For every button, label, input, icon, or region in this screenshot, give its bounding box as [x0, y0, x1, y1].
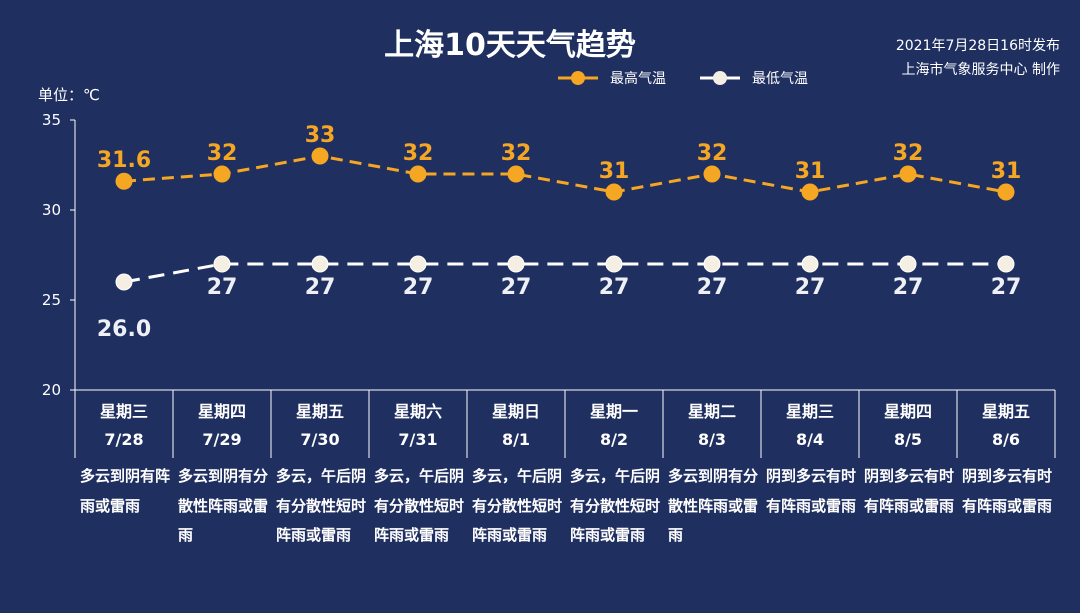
- data-point-high: [311, 147, 329, 165]
- day-label: 星期五 8/6: [957, 398, 1055, 454]
- date-label: 7/29: [202, 430, 242, 449]
- data-point-high: [213, 165, 231, 183]
- day-label: 星期三 7/28: [75, 398, 173, 454]
- date-label: 8/2: [599, 430, 629, 449]
- data-point-low: [213, 255, 231, 273]
- weekday-label: 星期日: [491, 402, 540, 421]
- legend-label-low: 最低气温: [752, 71, 808, 87]
- weather-description: 多云，午后阴有分散性短时阵雨或雷雨: [472, 467, 563, 544]
- day-label: 星期三 8/4: [761, 398, 859, 454]
- data-point-low: [801, 255, 819, 273]
- series-line-high: [123, 154, 1007, 194]
- data-label-high: 31: [795, 159, 826, 184]
- weekday-label: 星期五: [981, 402, 1030, 421]
- day-label: 星期五 7/30: [271, 398, 369, 454]
- weather-description: 多云到阴有分散性阵雨或雷雨: [668, 467, 759, 544]
- issuer: 上海市气象服务中心 制作: [901, 62, 1060, 78]
- data-point-low: [409, 255, 427, 273]
- issue-time: 2021年7月28日16时发布: [895, 38, 1060, 54]
- unit-label: 单位：℃: [38, 86, 100, 104]
- series-line-low: [123, 262, 1006, 284]
- data-label-high: 32: [893, 141, 924, 166]
- date-label: 7/28: [104, 430, 144, 449]
- data-label-high: 32: [697, 141, 728, 166]
- legend-item-low: 最低气温: [700, 68, 808, 88]
- date-label: 7/31: [398, 430, 438, 449]
- data-label-high: 32: [501, 141, 532, 166]
- data-point-high: [605, 183, 623, 201]
- weekday-label: 星期二: [687, 402, 736, 421]
- data-point-high: [507, 165, 525, 183]
- data-point-low: [703, 255, 721, 273]
- data-point-high: [409, 165, 427, 183]
- data-label-low: 27: [305, 275, 336, 300]
- data-label-low: 27: [599, 275, 630, 300]
- weather-description: 多云到阴有阵雨或雷雨: [80, 467, 171, 515]
- chart-title: 上海10天天气趋势: [384, 28, 636, 63]
- day-label: 星期日 8/1: [467, 398, 565, 454]
- weather-description: 阴到多云有时有阵雨或雷雨: [864, 467, 955, 515]
- data-point-low: [115, 273, 133, 291]
- legend-item-high: 最高气温: [558, 68, 666, 88]
- day-label: 星期六 7/31: [369, 398, 467, 454]
- weather-description: 阴到多云有时有阵雨或雷雨: [766, 467, 857, 515]
- weekday-label: 星期六: [393, 402, 442, 421]
- data-point-low: [605, 255, 623, 273]
- legend: 最高气温 最低气温: [558, 68, 842, 88]
- data-label-high: 31.6: [97, 148, 151, 173]
- weather-description: 阴到多云有时有阵雨或雷雨: [962, 467, 1053, 515]
- data-label-low: 27: [697, 275, 728, 300]
- data-point-high: [997, 183, 1015, 201]
- data-label-low: 27: [501, 275, 532, 300]
- data-point-high: [801, 183, 819, 201]
- date-label: 8/3: [697, 430, 727, 449]
- data-point-high: [899, 165, 917, 183]
- date-label: 8/4: [795, 430, 825, 449]
- data-label-high: 31: [599, 159, 630, 184]
- weekday-label: 星期一: [589, 402, 638, 421]
- weather-description: 多云，午后阴有分散性短时阵雨或雷雨: [276, 467, 367, 544]
- data-point-high: [703, 165, 721, 183]
- weekday-label: 星期三: [99, 402, 148, 421]
- day-label: 星期一 8/2: [565, 398, 663, 454]
- data-label-low: 27: [403, 275, 434, 300]
- data-label-low: 27: [893, 275, 924, 300]
- data-label-high: 33: [305, 123, 336, 148]
- legend-marker-low: [700, 71, 740, 85]
- y-tick-label: 25: [42, 291, 61, 309]
- data-label-low: 27: [795, 275, 826, 300]
- data-label-low: 27: [207, 275, 238, 300]
- legend-marker-high: [558, 71, 598, 85]
- data-point-low: [311, 255, 329, 273]
- date-label: 8/1: [501, 430, 531, 449]
- weekday-label: 星期四: [883, 402, 932, 421]
- weekday-label: 星期五: [295, 402, 344, 421]
- y-tick-label: 35: [42, 111, 61, 129]
- y-tick-label: 30: [42, 201, 61, 219]
- date-label: 8/5: [893, 430, 923, 449]
- weather-description: 多云，午后阴有分散性短时阵雨或雷雨: [374, 467, 465, 544]
- date-label: 8/6: [991, 430, 1021, 449]
- day-label: 星期四 7/29: [173, 398, 271, 454]
- weekday-label: 星期四: [197, 402, 246, 421]
- data-label-high: 31: [991, 159, 1022, 184]
- weekday-label: 星期三: [785, 402, 834, 421]
- data-point-high: [115, 172, 133, 190]
- day-label: 星期二 8/3: [663, 398, 761, 454]
- data-point-low: [507, 255, 525, 273]
- data-label-high: 32: [403, 141, 434, 166]
- data-point-low: [899, 255, 917, 273]
- day-label: 星期四 8/5: [859, 398, 957, 454]
- data-label-high: 32: [207, 141, 238, 166]
- weather-description: 多云，午后阴有分散性短时阵雨或雷雨: [570, 467, 661, 544]
- weather-description: 多云到阴有分散性阵雨或雷雨: [178, 467, 269, 544]
- date-label: 7/30: [300, 430, 340, 449]
- data-label-low: 26.0: [97, 317, 151, 342]
- y-tick-label: 20: [42, 381, 61, 399]
- legend-label-high: 最高气温: [610, 71, 666, 87]
- issue-info: 2021年7月28日16时发布 上海市气象服务中心 制作: [800, 34, 1060, 82]
- data-label-low: 27: [991, 275, 1022, 300]
- data-point-low: [997, 255, 1015, 273]
